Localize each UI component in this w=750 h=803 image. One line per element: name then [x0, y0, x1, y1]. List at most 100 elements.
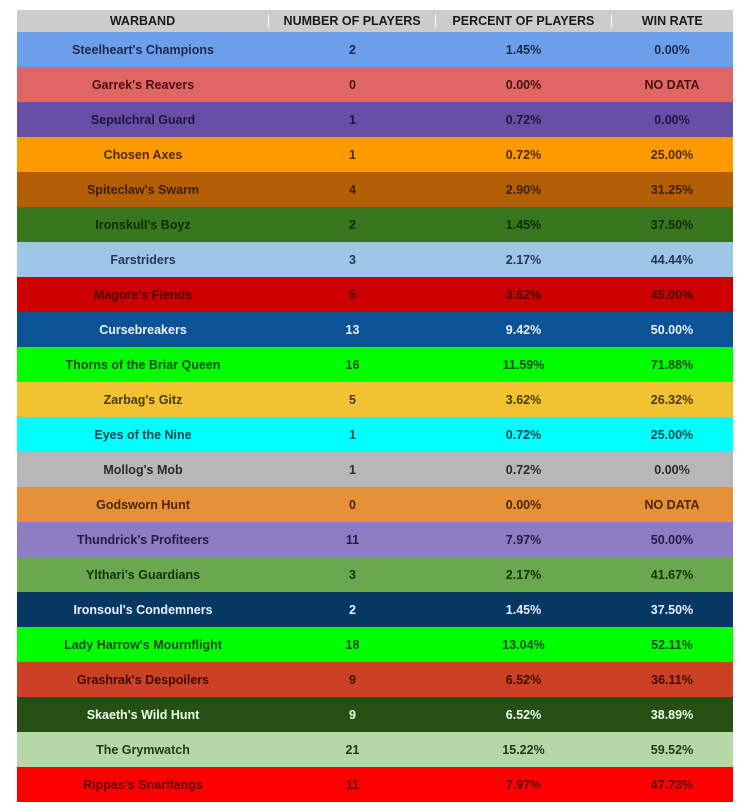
cell-number-of-players: 4 [349, 182, 356, 197]
cell-percent-of-players: 0.72% [505, 112, 542, 127]
cell-win-rate: NO DATA [644, 497, 700, 512]
table-row: Skaeth's Wild Hunt 9 6.52% 38.89% [17, 697, 733, 732]
cell-warband: Chosen Axes [103, 147, 183, 162]
cell-warband: Grashrak's Despoilers [76, 672, 210, 687]
cell-percent-of-players: 1.45% [505, 602, 542, 617]
header-row: WARBAND NUMBER OF PLAYERS PERCENT OF PLA… [17, 10, 733, 32]
header-number-of-players: NUMBER OF PLAYERS [269, 14, 437, 28]
cell-percent-of-players: 0.72% [505, 427, 542, 442]
table-row: Spiteclaw's Swarm 4 2.90% 31.25% [17, 172, 733, 207]
cell-percent-of-players: 0.72% [505, 147, 542, 162]
table-row: Rippas's Snarlfangs 11 7.97% 47.73% [17, 767, 733, 802]
cell-number-of-players: 1 [349, 462, 356, 477]
cell-win-rate: 50.00% [650, 322, 694, 337]
cell-win-rate: 50.00% [650, 532, 694, 547]
cell-number-of-players: 0 [349, 497, 356, 512]
cell-warband: Thorns of the Briar Queen [65, 357, 221, 372]
cell-win-rate: 71.88% [650, 357, 694, 372]
table-row: Godsworn Hunt 0 0.00% NO DATA [17, 487, 733, 522]
cell-warband: Rippas's Snarlfangs [83, 777, 203, 792]
cell-number-of-players: 0 [349, 77, 356, 92]
cell-warband: Cursebreakers [99, 322, 187, 337]
cell-warband: Steelheart's Champions [72, 42, 214, 57]
header-percent-of-players: PERCENT OF PLAYERS [436, 14, 612, 28]
cell-percent-of-players: 3.62% [505, 392, 542, 407]
cell-number-of-players: 9 [349, 707, 356, 722]
cell-warband: Ylthari's Guardians [85, 567, 201, 582]
cell-win-rate: 52.11% [651, 637, 693, 652]
cell-win-rate: 26.32% [650, 392, 694, 407]
cell-percent-of-players: 9.42% [505, 322, 542, 337]
table-body: Steelheart's Champions 2 1.45% 0.00% Garrek'… [17, 32, 733, 802]
cell-percent-of-players: 6.52% [505, 672, 542, 687]
cell-warband: Skaeth's Wild Hunt [86, 707, 200, 722]
cell-number-of-players: 11 [345, 777, 360, 792]
cell-warband: Thundrick's Profiteers [76, 532, 210, 547]
cell-number-of-players: 13 [345, 322, 360, 337]
cell-win-rate: 31.25% [650, 182, 694, 197]
table-row: Ironskull's Boyz 2 1.45% 37.50% [17, 207, 733, 242]
cell-win-rate: 0.00% [654, 462, 690, 477]
cell-number-of-players: 11 [345, 532, 360, 547]
cell-percent-of-players: 11.59% [502, 357, 545, 372]
table-row: Mollog's Mob 1 0.72% 0.00% [17, 452, 733, 487]
table-row: Zarbag's Gitz 5 3.62% 26.32% [17, 382, 733, 417]
cell-percent-of-players: 0.00% [505, 497, 542, 512]
cell-win-rate: 36.11% [651, 672, 693, 687]
cell-warband: Magore's Fiends [93, 287, 193, 302]
cell-warband: Lady Harrow's Mournflight [64, 637, 222, 652]
cell-number-of-players: 5 [349, 392, 356, 407]
cell-win-rate: 38.89% [650, 707, 694, 722]
warband-stats-table: WARBAND NUMBER OF PLAYERS PERCENT OF PLA… [17, 10, 733, 802]
cell-number-of-players: 3 [349, 567, 356, 582]
cell-percent-of-players: 2.90% [505, 182, 542, 197]
cell-number-of-players: 2 [349, 217, 356, 232]
cell-number-of-players: 5 [349, 287, 356, 302]
cell-warband: Ironsoul's Condemners [73, 602, 213, 617]
cell-win-rate: 41.67% [650, 567, 694, 582]
table-row: Ironsoul's Condemners 2 1.45% 37.50% [17, 592, 733, 627]
cell-percent-of-players: 3.62% [505, 287, 542, 302]
cell-warband: Sepulchral Guard [90, 112, 196, 127]
cell-number-of-players: 2 [349, 42, 356, 57]
cell-number-of-players: 16 [345, 357, 360, 372]
table-row: Steelheart's Champions 2 1.45% 0.00% [17, 32, 733, 67]
table-row: Garrek's Reavers 0 0.00% NO DATA [17, 67, 733, 102]
table-row: The Grymwatch 21 15.22% 59.52% [17, 732, 733, 767]
table-row: Sepulchral Guard 1 0.72% 0.00% [17, 102, 733, 137]
cell-percent-of-players: 2.17% [505, 252, 542, 267]
cell-win-rate: 37.50% [650, 602, 694, 617]
table-row: Magore's Fiends 5 3.62% 45.00% [17, 277, 733, 312]
cell-percent-of-players: 0.72% [505, 462, 542, 477]
table-row: Thorns of the Briar Queen 16 11.59% 71.88% [17, 347, 733, 382]
cell-win-rate: 47.73% [650, 777, 694, 792]
cell-win-rate: 44.44% [650, 252, 694, 267]
cell-warband: Garrek's Reavers [91, 77, 195, 92]
cell-win-rate: 0.00% [654, 42, 690, 57]
cell-win-rate: 59.52% [650, 742, 694, 757]
table-row: Thundrick's Profiteers 11 7.97% 50.00% [17, 522, 733, 557]
table-row: Grashrak's Despoilers 9 6.52% 36.11% [17, 662, 733, 697]
cell-number-of-players: 18 [345, 637, 360, 652]
header-warband: WARBAND [17, 14, 269, 28]
cell-percent-of-players: 13.04% [502, 637, 545, 652]
cell-win-rate: 25.00% [650, 147, 694, 162]
cell-percent-of-players: 1.45% [505, 217, 542, 232]
cell-warband: Farstriders [110, 252, 176, 267]
cell-warband: Mollog's Mob [103, 462, 183, 477]
cell-win-rate: 0.00% [654, 112, 690, 127]
table-row: Farstriders 3 2.17% 44.44% [17, 242, 733, 277]
cell-warband: Spiteclaw's Swarm [86, 182, 200, 197]
cell-number-of-players: 2 [349, 602, 356, 617]
cell-win-rate: 45.00% [650, 287, 694, 302]
cell-warband: Godsworn Hunt [96, 497, 190, 512]
table-row: Eyes of the Nine 1 0.72% 25.00% [17, 417, 733, 452]
cell-number-of-players: 1 [349, 112, 356, 127]
cell-number-of-players: 21 [345, 742, 360, 757]
cell-warband: Ironskull's Boyz [95, 217, 191, 232]
cell-percent-of-players: 7.97% [505, 777, 542, 792]
cell-percent-of-players: 2.17% [505, 567, 542, 582]
cell-win-rate: 37.50% [650, 217, 694, 232]
cell-warband: Zarbag's Gitz [103, 392, 183, 407]
cell-number-of-players: 1 [349, 147, 356, 162]
